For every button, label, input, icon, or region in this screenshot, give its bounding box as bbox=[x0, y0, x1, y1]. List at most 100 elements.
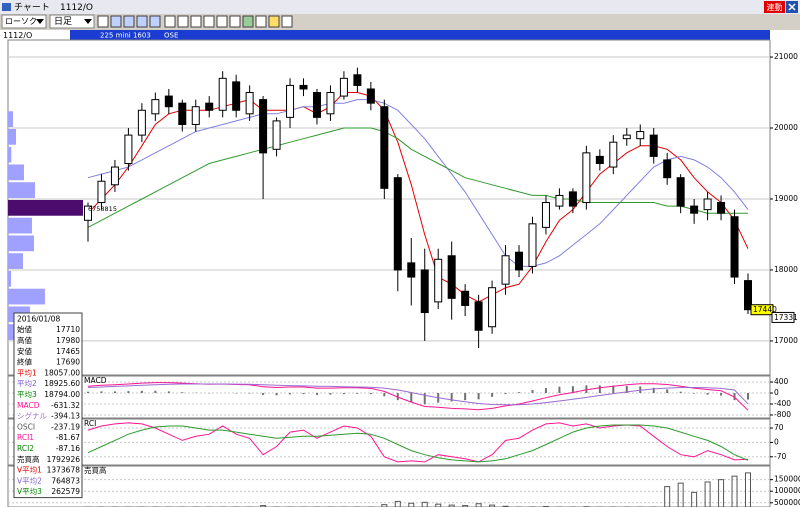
candle-body bbox=[151, 99, 160, 115]
candle-body bbox=[568, 191, 577, 207]
y-tick-label: 500000 bbox=[774, 498, 800, 507]
tool-icon[interactable] bbox=[281, 15, 293, 28]
panel-frame bbox=[7, 465, 771, 507]
tool-icon[interactable] bbox=[255, 15, 267, 28]
volume-profile-bar bbox=[8, 288, 45, 305]
info-label: OSCI bbox=[17, 422, 35, 431]
tool-icon[interactable] bbox=[164, 15, 176, 28]
info-label: シグナル bbox=[17, 411, 47, 421]
candle-body bbox=[595, 155, 604, 164]
y-tick-label: -800 bbox=[774, 410, 791, 419]
info-value: 1373678 bbox=[47, 466, 81, 475]
tool-icon[interactable] bbox=[123, 15, 135, 28]
info-value: 17465 bbox=[56, 347, 80, 356]
tool-icon[interactable] bbox=[203, 15, 215, 28]
candle-body bbox=[124, 134, 133, 164]
candle-body bbox=[366, 88, 375, 104]
candle-body bbox=[339, 77, 348, 97]
candle-body bbox=[218, 77, 227, 111]
panel: -800 -400 0 400 MACD bbox=[7, 375, 791, 419]
y-tick-label: 21000 bbox=[774, 52, 798, 61]
info-label: 平均1 bbox=[17, 367, 37, 377]
candle-body bbox=[515, 251, 524, 271]
panel: -70 0 70 RCI bbox=[7, 418, 786, 466]
info-symbol: 1112/O bbox=[3, 31, 32, 40]
candle-body bbox=[84, 205, 92, 221]
volume-bar bbox=[435, 503, 442, 507]
volume-bar bbox=[718, 479, 725, 507]
candle-body bbox=[312, 92, 321, 118]
tool-icon[interactable] bbox=[110, 15, 122, 28]
info-value: -81.67 bbox=[56, 433, 80, 442]
candle-body bbox=[286, 84, 295, 118]
info-label: 平均2 bbox=[17, 378, 37, 388]
period-select[interactable] bbox=[49, 14, 95, 29]
tool-icon[interactable] bbox=[190, 15, 202, 28]
period-label[interactable]: 日足 bbox=[54, 16, 72, 27]
tool-icon[interactable] bbox=[177, 15, 189, 28]
candle-body bbox=[663, 159, 672, 179]
volume-profile-bar bbox=[8, 217, 32, 234]
info-value: 262579 bbox=[51, 487, 80, 496]
info-panel-box bbox=[13, 312, 83, 499]
tool-icon[interactable] bbox=[97, 15, 109, 28]
info-exchange: OSE bbox=[164, 32, 178, 40]
price-marker-label: 17440 bbox=[753, 305, 777, 314]
candle-body bbox=[744, 280, 752, 311]
candle-body bbox=[420, 269, 429, 314]
charts: 17000 18000 19000 20000 21000 6758815 17440173… bbox=[7, 39, 800, 507]
link-button-label[interactable]: 連動 bbox=[767, 2, 783, 12]
candle-body bbox=[541, 202, 550, 228]
line-series bbox=[87, 424, 749, 463]
tool-icon[interactable] bbox=[216, 15, 228, 28]
info-bar-strip bbox=[70, 30, 770, 40]
volume-profile-bar bbox=[8, 235, 34, 252]
panel: 500000 1000000 1500000 売買高 bbox=[7, 465, 800, 507]
candle-body bbox=[178, 102, 187, 125]
volume-profile-bar bbox=[8, 182, 35, 198]
volume-profile-bar bbox=[8, 146, 12, 163]
tool-icon[interactable] bbox=[268, 15, 280, 28]
y-tick-label: 70 bbox=[774, 423, 784, 432]
tool-icon[interactable] bbox=[229, 15, 241, 28]
candle-body bbox=[690, 205, 699, 214]
chart-style-label[interactable]: ローソク bbox=[5, 17, 37, 26]
panel-title: RCI bbox=[84, 419, 96, 428]
info-value: -631.32 bbox=[51, 401, 80, 410]
tool-icon[interactable] bbox=[149, 15, 161, 28]
info-value: 1792926 bbox=[47, 455, 81, 464]
info-label: 終値 bbox=[17, 357, 32, 367]
link-button[interactable] bbox=[764, 1, 785, 13]
volume-bar bbox=[475, 503, 482, 507]
line-series bbox=[87, 127, 748, 228]
tool-icon[interactable] bbox=[136, 15, 148, 28]
toolbar-icons bbox=[97, 15, 293, 28]
info-value: -394.13 bbox=[51, 412, 80, 421]
candle-body bbox=[730, 216, 739, 278]
volume-profile-bar bbox=[8, 199, 83, 216]
title-bar bbox=[0, 0, 800, 14]
candle-body bbox=[649, 134, 658, 157]
candle-body bbox=[407, 262, 416, 278]
candle-body bbox=[501, 255, 510, 285]
info-label: MACD bbox=[17, 401, 40, 410]
volume-bar bbox=[664, 486, 671, 507]
info-label: 始値 bbox=[17, 324, 32, 334]
candle-body bbox=[474, 301, 483, 331]
plot bbox=[87, 422, 749, 463]
y-tick-label: -400 bbox=[774, 399, 791, 408]
volume-bar bbox=[691, 491, 698, 507]
candle-body bbox=[488, 287, 497, 328]
volume-profile-bar bbox=[8, 270, 11, 287]
chart-style-select[interactable] bbox=[1, 14, 47, 29]
info-label: 安値 bbox=[17, 346, 32, 356]
info-value: 17690 bbox=[56, 358, 80, 367]
panel-frame bbox=[7, 375, 771, 419]
info-label: V平均2 bbox=[17, 475, 42, 485]
candle-body bbox=[110, 166, 119, 186]
info-label: V平均1 bbox=[17, 465, 42, 475]
tool-icon[interactable] bbox=[242, 15, 254, 28]
price-marker-label: 17331 bbox=[774, 313, 798, 322]
